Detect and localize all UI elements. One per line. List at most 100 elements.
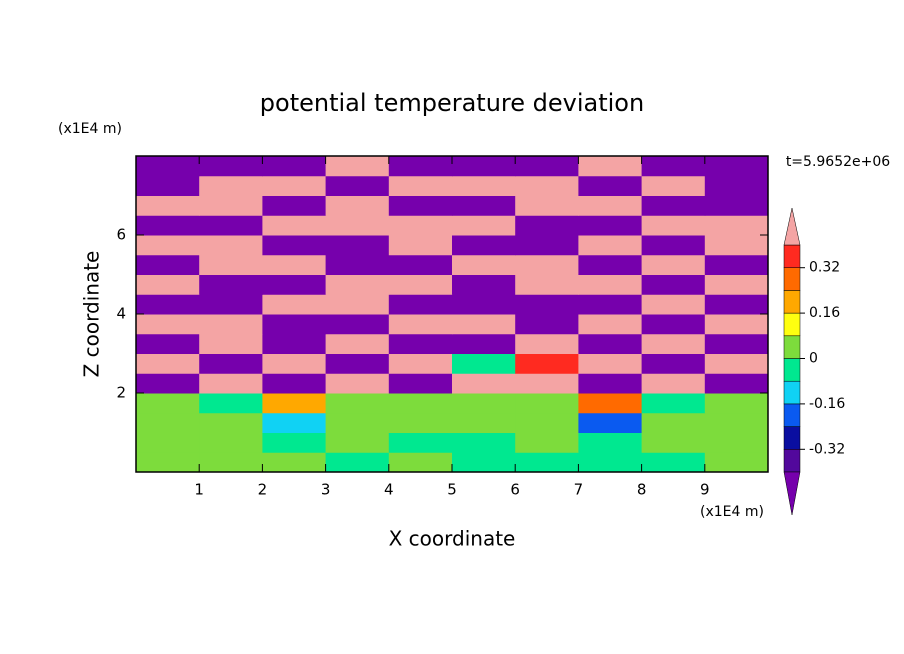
x-axis-label: X coordinate [389, 527, 516, 551]
field-cell [452, 432, 516, 453]
field-cell [704, 412, 769, 433]
field-cell [388, 175, 453, 196]
field-cell [515, 235, 579, 256]
field-cell [325, 373, 390, 394]
field-cell [704, 274, 769, 295]
field-cell [704, 235, 769, 256]
field-cell [388, 215, 453, 236]
colorbar-band [783, 244, 801, 268]
field-cell [515, 393, 579, 414]
colorbar-tick-label: 0 [809, 351, 818, 367]
x-tick-label: 7 [574, 481, 584, 499]
field-cell [136, 314, 200, 335]
field-cell [641, 393, 706, 414]
x-tick-label: 8 [637, 481, 647, 499]
field-cell [452, 314, 516, 335]
x-tick-label: 5 [447, 481, 457, 499]
field-cell [641, 432, 706, 453]
field-cell [578, 353, 643, 374]
field-cell [578, 432, 643, 453]
colorbar-band [783, 335, 801, 359]
field-cell [262, 294, 327, 315]
colorbar-tick-label: -0.16 [809, 396, 845, 412]
field-cell [136, 432, 200, 453]
field-cell [325, 175, 390, 196]
field-cell [136, 294, 200, 315]
field-cell [641, 294, 706, 315]
x-tick-label: 9 [700, 481, 710, 499]
field-cell [262, 373, 327, 394]
field-cell [388, 294, 453, 315]
field-cell [641, 235, 706, 256]
field-cell [704, 393, 769, 414]
field-cell [578, 333, 643, 354]
field-cell [136, 353, 200, 374]
field-cell [515, 412, 579, 433]
field-cell [578, 314, 643, 335]
field-cell [641, 175, 706, 196]
field-cell [578, 373, 643, 394]
x-tick-label: 3 [321, 481, 331, 499]
field-cell [199, 452, 263, 473]
field-cell [641, 215, 706, 236]
field-cell [704, 215, 769, 236]
field-cell [704, 294, 769, 315]
field-cell [136, 333, 200, 354]
colorbar-over [783, 207, 801, 246]
field-cell [325, 235, 390, 256]
field-cell [388, 333, 453, 354]
field-cell [262, 432, 327, 453]
field-cell [199, 353, 263, 374]
field-cell [452, 175, 516, 196]
field-cell [515, 175, 579, 196]
field-cell [578, 452, 643, 473]
colorbar-band [783, 380, 801, 405]
y-tick-label: 2 [116, 384, 126, 402]
colorbar-band [783, 290, 801, 314]
field-cell [325, 294, 390, 315]
field-cell [641, 195, 706, 216]
colorbar-tick-label: -0.32 [809, 441, 845, 457]
field-cell [325, 393, 390, 414]
field-cell [515, 333, 579, 354]
field-cell [325, 274, 390, 295]
field-cell [515, 314, 579, 335]
field-cell [641, 452, 706, 473]
field-cell [704, 353, 769, 374]
field-cell [262, 333, 327, 354]
field-cell [578, 274, 643, 295]
field-cell [325, 195, 390, 216]
colorbar-band [783, 358, 801, 382]
field-cell [199, 254, 263, 275]
field-cell [578, 294, 643, 315]
x-unit: (x1E4 m) [700, 504, 764, 520]
field-cell [136, 274, 200, 295]
field-cell [515, 294, 579, 315]
field-cell [515, 215, 579, 236]
field-cell [641, 412, 706, 433]
field-cell [325, 412, 390, 433]
field-cell [199, 215, 263, 236]
field-cell [388, 432, 453, 453]
time-annotation: t=5.9652e+06 [786, 154, 890, 170]
field-cell [641, 156, 706, 177]
field-cell [136, 254, 200, 275]
x-tick-label: 4 [384, 481, 394, 499]
field-cell [515, 195, 579, 216]
field-cell [262, 175, 327, 196]
field-cell [515, 373, 579, 394]
field-cell [452, 156, 516, 177]
field-cell [262, 254, 327, 275]
field-cell [578, 175, 643, 196]
field-cell [704, 373, 769, 394]
field-cell [452, 393, 516, 414]
y-tick-label: 4 [116, 305, 126, 323]
field-cell [199, 333, 263, 354]
field-cell [388, 195, 453, 216]
field-cell [452, 215, 516, 236]
field-cell [578, 393, 643, 414]
field-cell [325, 156, 390, 177]
field-cell [136, 195, 200, 216]
field-cell [262, 314, 327, 335]
field-cell [262, 353, 327, 374]
